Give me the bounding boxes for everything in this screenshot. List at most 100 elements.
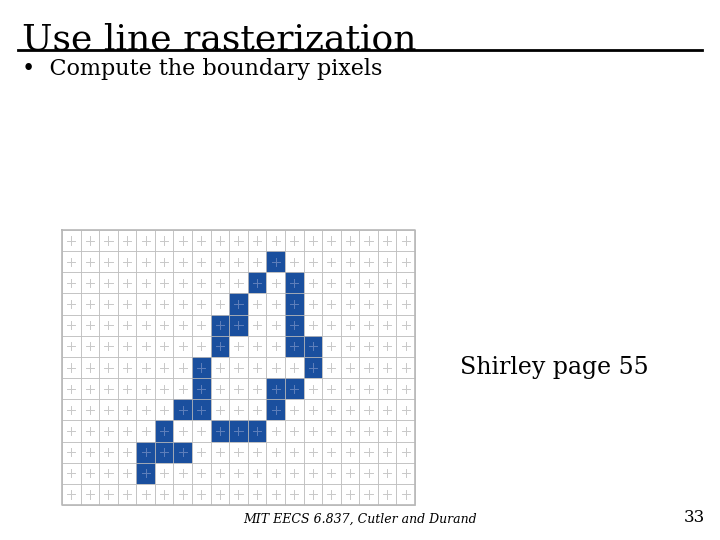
- Bar: [341, 378, 359, 399]
- Bar: [118, 357, 136, 378]
- Bar: [285, 420, 304, 442]
- Bar: [136, 420, 155, 442]
- Bar: [229, 293, 248, 315]
- Bar: [304, 272, 322, 293]
- Bar: [229, 484, 248, 505]
- Bar: [229, 399, 248, 420]
- Bar: [192, 378, 211, 399]
- Bar: [285, 251, 304, 272]
- Bar: [81, 420, 99, 442]
- Bar: [378, 420, 397, 442]
- Bar: [304, 378, 322, 399]
- Bar: [192, 272, 211, 293]
- Bar: [322, 315, 341, 336]
- Bar: [155, 357, 174, 378]
- Bar: [248, 251, 266, 272]
- Bar: [359, 315, 378, 336]
- Bar: [322, 272, 341, 293]
- Bar: [118, 315, 136, 336]
- Bar: [266, 463, 285, 484]
- Bar: [397, 336, 415, 357]
- Bar: [211, 399, 229, 420]
- Bar: [211, 357, 229, 378]
- Bar: [266, 399, 285, 420]
- Bar: [174, 336, 192, 357]
- Bar: [136, 336, 155, 357]
- Bar: [397, 251, 415, 272]
- Bar: [397, 378, 415, 399]
- Bar: [155, 251, 174, 272]
- Bar: [341, 272, 359, 293]
- Bar: [211, 378, 229, 399]
- Bar: [285, 484, 304, 505]
- Bar: [62, 484, 81, 505]
- Bar: [81, 378, 99, 399]
- Bar: [359, 272, 378, 293]
- Bar: [266, 230, 285, 251]
- Bar: [174, 230, 192, 251]
- Bar: [192, 230, 211, 251]
- Bar: [211, 293, 229, 315]
- Bar: [211, 251, 229, 272]
- Bar: [155, 378, 174, 399]
- Bar: [99, 272, 118, 293]
- Bar: [322, 442, 341, 463]
- Bar: [285, 378, 304, 399]
- Bar: [341, 336, 359, 357]
- Bar: [118, 378, 136, 399]
- Bar: [211, 442, 229, 463]
- Bar: [192, 357, 211, 378]
- Bar: [174, 272, 192, 293]
- Bar: [211, 420, 229, 442]
- Bar: [397, 315, 415, 336]
- Bar: [304, 315, 322, 336]
- Text: MIT EECS 6.837, Cutler and Durand: MIT EECS 6.837, Cutler and Durand: [243, 513, 477, 526]
- Bar: [285, 230, 304, 251]
- Bar: [81, 336, 99, 357]
- Bar: [99, 315, 118, 336]
- Bar: [341, 315, 359, 336]
- Bar: [341, 357, 359, 378]
- Bar: [155, 420, 174, 442]
- Bar: [266, 251, 285, 272]
- Bar: [378, 293, 397, 315]
- Bar: [136, 293, 155, 315]
- Bar: [322, 420, 341, 442]
- Bar: [266, 293, 285, 315]
- Bar: [397, 442, 415, 463]
- Bar: [99, 378, 118, 399]
- Bar: [229, 315, 248, 336]
- Bar: [285, 357, 304, 378]
- Bar: [136, 357, 155, 378]
- Bar: [359, 378, 378, 399]
- Bar: [359, 484, 378, 505]
- Bar: [304, 463, 322, 484]
- Bar: [99, 357, 118, 378]
- Bar: [229, 272, 248, 293]
- Bar: [62, 336, 81, 357]
- Bar: [322, 336, 341, 357]
- Bar: [229, 378, 248, 399]
- Bar: [378, 230, 397, 251]
- Bar: [211, 315, 229, 336]
- Bar: [174, 463, 192, 484]
- Bar: [211, 336, 229, 357]
- Bar: [397, 399, 415, 420]
- Bar: [248, 420, 266, 442]
- Bar: [211, 484, 229, 505]
- Bar: [266, 484, 285, 505]
- Bar: [174, 293, 192, 315]
- Bar: [397, 484, 415, 505]
- Bar: [136, 399, 155, 420]
- Bar: [174, 315, 192, 336]
- Bar: [99, 484, 118, 505]
- Bar: [397, 463, 415, 484]
- Bar: [136, 442, 155, 463]
- Bar: [62, 251, 81, 272]
- Bar: [359, 420, 378, 442]
- Bar: [378, 463, 397, 484]
- Bar: [304, 484, 322, 505]
- Bar: [378, 442, 397, 463]
- Bar: [359, 336, 378, 357]
- Bar: [229, 251, 248, 272]
